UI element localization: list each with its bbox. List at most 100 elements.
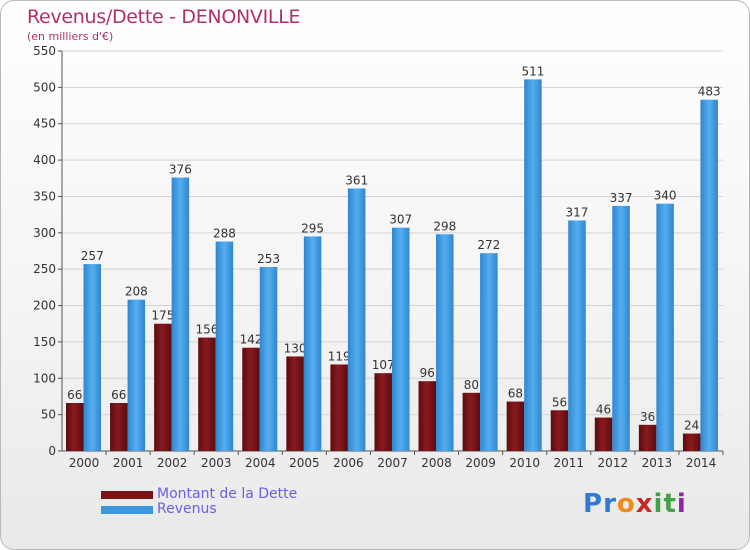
x-tick-label: 2000 [69, 456, 100, 470]
y-tick-label: 150 [33, 335, 56, 349]
x-tick-label: 2012 [598, 456, 629, 470]
data-label-revenus: 337 [610, 191, 633, 205]
bar-dette [418, 381, 437, 451]
data-label-revenus: 208 [125, 285, 148, 299]
bar-revenus [524, 79, 542, 451]
data-label-dette: 36 [640, 410, 655, 424]
x-tick-label: 2014 [686, 456, 717, 470]
bar-revenus [83, 264, 101, 451]
logo-letter: o [616, 489, 636, 519]
bar-revenus [303, 236, 322, 451]
bar-dette [638, 424, 657, 451]
bar-revenus [127, 299, 146, 451]
y-tick-label: 250 [33, 262, 56, 276]
bar-revenus [391, 227, 410, 451]
data-label-dette: 107 [372, 358, 395, 372]
bar-revenus [215, 241, 234, 451]
data-label-dette: 119 [328, 349, 351, 363]
data-label-dette: 46 [596, 403, 611, 417]
y-tick-label: 200 [33, 299, 56, 313]
x-tick-label: 2009 [465, 456, 496, 470]
data-label-revenus: 340 [654, 189, 677, 203]
logo-letter: x [635, 489, 654, 519]
bar-dette [154, 323, 172, 451]
data-label-revenus: 361 [345, 173, 368, 187]
data-label-revenus: 511 [521, 64, 544, 78]
y-tick-label: 100 [33, 371, 56, 385]
data-label-revenus: 272 [477, 238, 500, 252]
y-tick-label: 550 [33, 44, 56, 58]
data-label-dette: 96 [420, 366, 435, 380]
data-label-dette: 156 [195, 323, 218, 337]
data-label-dette: 130 [284, 341, 307, 355]
data-label-dette: 66 [111, 388, 126, 402]
x-tick-label: 2002 [157, 456, 188, 470]
y-tick-label: 400 [33, 153, 56, 167]
y-tick-label: 50 [41, 408, 56, 422]
bar-revenus [171, 177, 190, 451]
bar-dette [506, 401, 525, 451]
data-label-revenus: 298 [433, 219, 456, 233]
bar-revenus [436, 234, 454, 451]
bar-revenus [347, 188, 366, 452]
bar-dette [110, 403, 128, 451]
bar-dette [594, 417, 613, 451]
data-label-revenus: 483 [698, 85, 721, 99]
legend-swatch-dette [101, 491, 153, 499]
data-label-dette: 175 [151, 309, 174, 323]
chart-subtitle: (en milliers d'€) [27, 30, 114, 43]
data-label-revenus: 307 [389, 213, 412, 227]
logo-letter: P [583, 489, 604, 519]
data-label-revenus: 295 [301, 221, 324, 235]
legend-label-revenus: Revenus [157, 501, 217, 517]
x-tick-label: 2001 [113, 456, 144, 470]
data-label-revenus: 257 [81, 249, 104, 263]
bar-revenus [480, 253, 498, 451]
y-tick-label: 0 [48, 444, 56, 458]
data-label-revenus: 253 [257, 252, 280, 266]
y-tick-label: 300 [33, 226, 56, 240]
data-label-dette: 142 [240, 333, 263, 347]
x-tick-label: 2004 [245, 456, 276, 470]
proxiti-logo: Proxiti [583, 489, 687, 519]
x-tick-label: 2005 [289, 456, 320, 470]
y-tick-label: 450 [33, 117, 56, 131]
data-label-revenus: 288 [213, 227, 236, 241]
bar-dette [330, 364, 348, 451]
bar-dette [462, 392, 481, 451]
legend-label-dette: Montant de la Dette [157, 486, 298, 502]
x-tick-label: 2010 [509, 456, 540, 470]
bar-revenus [656, 203, 674, 451]
x-tick-label: 2007 [377, 456, 408, 470]
data-label-dette: 56 [552, 395, 567, 409]
bar-dette [198, 337, 216, 451]
bar-dette [550, 410, 569, 451]
legend-swatch-revenus [101, 506, 153, 514]
logo-letter: r [603, 489, 617, 519]
bar-revenus [700, 99, 718, 452]
x-tick-label: 2006 [333, 456, 364, 470]
data-label-dette: 80 [464, 378, 479, 392]
bar-revenus [568, 220, 586, 451]
data-label-revenus: 317 [566, 205, 589, 219]
x-tick-label: 2011 [553, 456, 584, 470]
logo-letter: i [653, 489, 664, 519]
bar-dette [682, 433, 701, 451]
logo-letter: t [663, 489, 677, 519]
bar-dette [242, 347, 260, 451]
bar-dette [374, 373, 392, 451]
logo-letter: i [676, 489, 687, 519]
data-label-dette: 66 [67, 388, 82, 402]
x-tick-label: 2003 [201, 456, 232, 470]
bar-revenus [612, 205, 630, 451]
data-label-revenus: 376 [169, 163, 192, 177]
y-tick-label: 350 [33, 189, 56, 203]
data-label-dette: 68 [508, 387, 523, 401]
bar-dette [286, 356, 304, 451]
x-tick-label: 2013 [642, 456, 673, 470]
chart-title: Revenus/Dette - DENONVILLE [27, 6, 301, 28]
x-tick-label: 2008 [421, 456, 452, 470]
y-tick-label: 500 [33, 80, 56, 94]
